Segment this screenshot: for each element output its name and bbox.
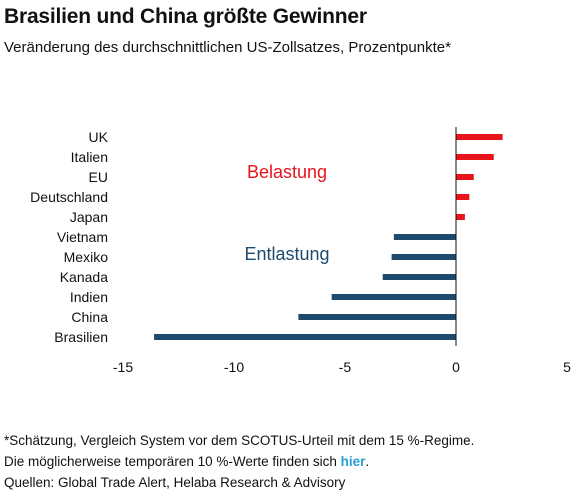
footnote: *Schätzung, Vergleich System vor dem SCO…	[4, 433, 475, 448]
annotation-belastung: Belastung	[247, 162, 327, 182]
bar-chart: UK Italien EU Deutschland Japan Vietnam Mexiko…	[30, 127, 571, 375]
bar-brasilien	[154, 334, 456, 340]
bar-vietnam	[393, 234, 456, 240]
bar-eu	[456, 174, 474, 180]
annotation-entlastung: Entlastung	[244, 244, 329, 264]
x-tick-label: 5	[563, 359, 571, 375]
bar-japan	[456, 214, 465, 220]
category-label: Kanada	[60, 269, 108, 285]
category-label: China	[71, 309, 108, 325]
bar-kanada	[382, 274, 456, 280]
footnote-line-2: Die möglicherweise temporären 10 %-Werte…	[4, 451, 474, 472]
bar-china	[298, 314, 456, 320]
sources: Quellen: Global Trade Alert, Helaba Rese…	[4, 475, 346, 490]
x-tick-label: -15	[113, 359, 133, 375]
category-label: Deutschland	[30, 189, 108, 205]
footnote-period: .	[365, 454, 370, 469]
category-label: Italien	[71, 149, 108, 165]
x-tick-label: -10	[224, 359, 244, 375]
bar-mexiko	[391, 254, 456, 260]
footnote-text: Die möglicherweise temporären 10 %-Werte…	[4, 454, 341, 469]
category-label: UK	[89, 129, 109, 145]
x-tick-label: -5	[339, 359, 352, 375]
bar-indien	[331, 294, 456, 300]
bar-italien	[456, 154, 494, 160]
chart-subtitle: Veränderung des durchschnittlichen US-Zo…	[4, 39, 451, 56]
category-label: Vietnam	[57, 229, 108, 245]
bar-uk	[456, 134, 503, 140]
category-label: Brasilien	[54, 329, 108, 345]
footer: *Schätzung, Vergleich System vor dem SCO…	[4, 430, 474, 493]
hier-link[interactable]: hier	[340, 454, 366, 469]
category-label: EU	[89, 169, 108, 185]
category-label: Indien	[70, 289, 108, 305]
x-tick-label: 0	[452, 359, 460, 375]
chart-title: Brasilien und China größte Gewinner	[4, 5, 367, 28]
bar-deutschland	[456, 194, 470, 200]
category-label: Japan	[70, 209, 108, 225]
category-label: Mexiko	[64, 249, 109, 265]
